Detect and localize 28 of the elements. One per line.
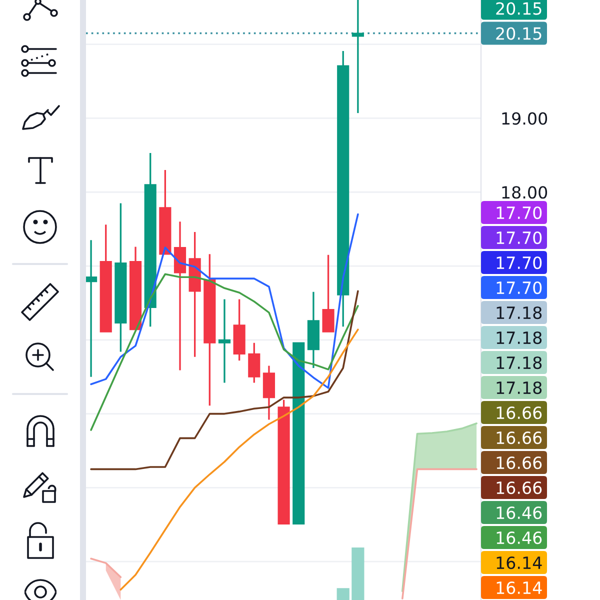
text: 16.46 — [496, 531, 542, 544]
text: 17.18 — [496, 381, 542, 394]
candlestick — [218, 298, 231, 384]
text: 20.15 — [496, 2, 542, 15]
candlestick — [86, 239, 98, 378]
text: 16.66 — [496, 431, 542, 444]
line-series — [90, 290, 359, 470]
text: 17.18 — [496, 331, 542, 344]
candlestick — [352, 0, 364, 114]
line-series — [90, 273, 359, 431]
text: 16.66 — [496, 406, 542, 420]
text: 17.70 — [496, 231, 542, 244]
text: 17.70 — [496, 281, 542, 294]
text: 16.46 — [496, 506, 542, 520]
text: 17.18 — [496, 306, 542, 320]
y-tick-label: 18.00 — [502, 186, 548, 199]
candlestick — [322, 254, 334, 333]
text: 16.66 — [496, 456, 542, 470]
text: 17.70 — [496, 256, 542, 270]
candlestick — [248, 342, 260, 384]
text: 16.14 — [496, 556, 542, 570]
y-tick-label: 19.00 — [502, 112, 548, 125]
ref-line-label: 20.15 — [496, 27, 542, 40]
line-series — [90, 213, 359, 389]
text: 16.14 — [496, 581, 542, 594]
text: 16.66 — [496, 481, 542, 494]
text: 17.70 — [496, 206, 542, 220]
text: 17.18 — [496, 356, 542, 370]
